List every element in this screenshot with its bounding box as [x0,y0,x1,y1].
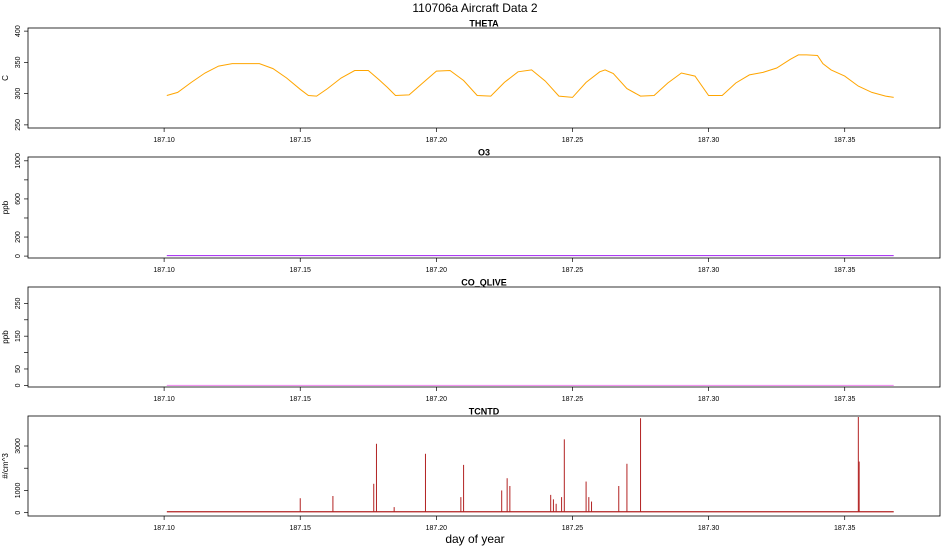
plot-frame [27,156,941,259]
y-tick-label: 50 [15,365,22,373]
x-tick-label: 187.15 [290,137,312,144]
x-tick-label: 187.35 [834,525,856,532]
x-tick-label: 187.15 [290,525,312,532]
series-line-theta [166,54,894,98]
x-tick-label: 187.25 [562,396,584,403]
x-tick-label: 187.10 [153,396,175,403]
y-tick-label: 1000 [15,153,22,169]
figure-title: 110706a Aircraft Data 2 [412,1,538,15]
y-axis-label: C [1,75,10,81]
x-tick-label: 187.35 [834,137,856,144]
x-axis-label: day of year [445,532,504,546]
x-tick-label: 187.15 [290,267,312,274]
y-axis-label: ppb [1,330,10,344]
x-tick-label: 187.30 [698,267,720,274]
panel-title: TCNTD [469,407,500,417]
x-tick-label: 187.10 [153,267,175,274]
panel-title: O3 [478,148,490,158]
x-tick-label: 187.20 [426,267,448,274]
x-tick-label: 187.30 [698,525,720,532]
x-tick-label: 187.30 [698,396,720,403]
y-tick-label: 250 [15,297,22,309]
panel-title: THETA [469,19,499,29]
x-tick-label: 187.20 [426,525,448,532]
plot-frame [27,415,941,517]
x-tick-label: 187.25 [562,267,584,274]
y-tick-label: 600 [15,193,22,205]
x-tick-label: 187.20 [426,137,448,144]
y-tick-label: 3000 [15,438,22,454]
y-tick-label: 200 [15,231,22,243]
x-tick-label: 187.10 [153,137,175,144]
y-tick-label: 0 [15,383,22,387]
x-tick-label: 187.30 [698,137,720,144]
y-tick-label: 400 [15,25,22,37]
y-axis-label: #/cm^3 [1,453,10,479]
x-tick-label: 187.25 [562,525,584,532]
panel-tcntd: TCNTD #/cm^3 0 1000 3000 187.10 187.15 187.20 18… [1,407,941,532]
y-axis-label: ppb [1,200,10,214]
y-tick-label: 0 [15,254,22,258]
x-tick-label: 187.20 [426,396,448,403]
panel-o3: O3 ppb 0 200 600 1000 187.10 187.15 187.20 187.25… [1,148,941,274]
x-tick-label: 187.25 [562,137,584,144]
y-tick-label: 300 [15,88,22,100]
x-tick-label: 187.15 [290,396,312,403]
x-tick-label: 187.10 [153,525,175,532]
x-tick-label: 187.35 [834,267,856,274]
plot-frame [27,27,941,129]
y-tick-label: 250 [15,119,22,131]
plot-frame [27,286,941,388]
y-tick-label: 1000 [15,483,22,499]
panel-theta: THETA C 250 300 350 400 187.10 187.15 187.20 187.… [1,19,941,144]
x-tick-label: 187.35 [834,396,856,403]
y-tick-label: 150 [15,330,22,342]
panel-title: CO_QLIVE [461,278,507,288]
y-tick-label: 0 [15,511,22,515]
y-tick-label: 350 [15,56,22,68]
panels-group: THETA C 250 300 350 400 187.10 187.15 187.20 187.… [1,19,941,532]
